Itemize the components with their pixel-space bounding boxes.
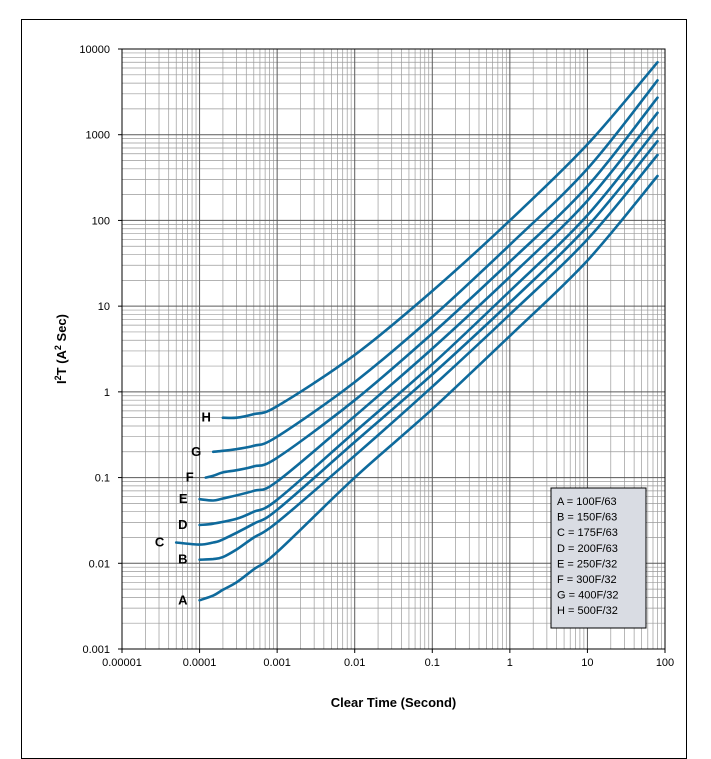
x-tick-label: 10: [581, 657, 593, 669]
legend-entry: D = 200F/63: [557, 543, 618, 555]
series-group: [174, 61, 659, 602]
legend-entry: G = 400F/32: [557, 590, 618, 602]
y-tick-label: 10000: [79, 44, 110, 56]
x-tick-label: 0.0001: [183, 657, 217, 669]
y-tick-label: 0.01: [89, 558, 110, 570]
curve-label-g: G: [191, 444, 201, 459]
curve-label-f: F: [186, 470, 194, 485]
curve-label-a: A: [178, 592, 188, 607]
curve-label-d: D: [178, 517, 187, 532]
curve-label-b: B: [178, 552, 187, 567]
legend-entry: C = 175F/63: [557, 527, 618, 539]
curve-label-c: C: [155, 534, 165, 549]
series-line-a: [198, 174, 659, 602]
series-line-g: [211, 79, 659, 454]
legend: A = 100F/63 B = 150F/63 C = 175F/63 D = 200…: [550, 487, 647, 629]
legend-entry: H = 500F/32: [557, 605, 618, 617]
x-tick-label: 0.1: [425, 657, 440, 669]
x-tick-label: 100: [656, 657, 674, 669]
y-tick-label: 10: [98, 301, 110, 313]
series-line-c: [174, 139, 659, 546]
series-line-e: [198, 111, 659, 502]
curve-label-e: E: [179, 491, 188, 506]
x-axis-title: Clear Time (Second): [331, 695, 456, 710]
series-line-f: [204, 96, 659, 479]
legend-entry: F = 300F/32: [557, 574, 617, 586]
y-tick-label: 0.1: [95, 473, 110, 485]
x-tick-label: 1: [507, 657, 513, 669]
y-tick-label: 0.001: [82, 644, 110, 656]
legend-box: [550, 487, 647, 629]
curve-label-h: H: [202, 410, 211, 425]
legend-entry: A = 100F/63: [557, 496, 617, 508]
x-tick-label: 0.00001: [102, 657, 142, 669]
series-line-d: [198, 126, 659, 527]
y-tick-label: 100: [92, 215, 110, 227]
y-tick-label: 1: [104, 387, 110, 399]
y-axis-title: I2T (A2 Sec): [53, 314, 69, 384]
series-line-h: [221, 61, 659, 420]
y-tick-label: 1000: [86, 130, 110, 142]
legend-entry: B = 150F/63: [557, 512, 617, 524]
x-tick-label: 0.001: [263, 657, 291, 669]
series-line-b: [198, 153, 659, 561]
plot-border: [121, 48, 666, 650]
legend-entry: E = 250F/32: [557, 558, 617, 570]
x-tick-label: 0.01: [344, 657, 365, 669]
